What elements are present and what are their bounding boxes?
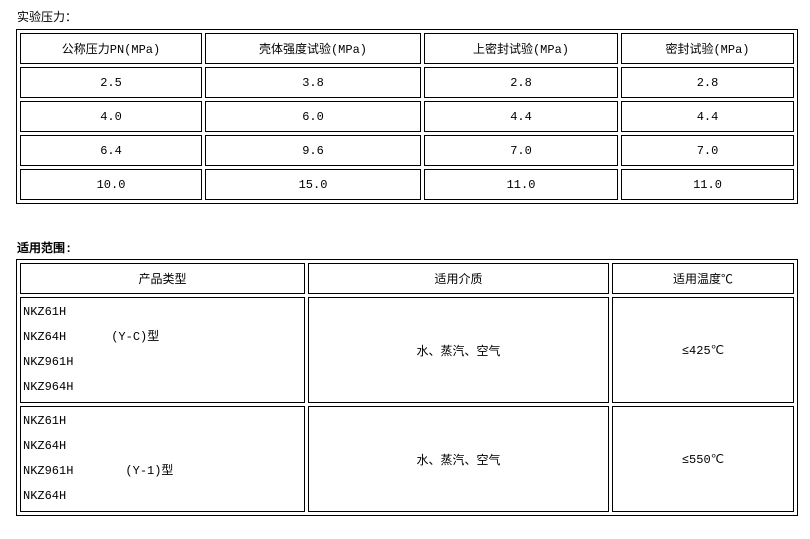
medium-cell: 水、蒸汽、空气 — [308, 406, 609, 512]
table-row: 10.0 15.0 11.0 11.0 — [20, 169, 794, 200]
table-row: NKZ61H NKZ64H (Y-C)型 NKZ961H NKZ964H 水、蒸汽… — [20, 297, 794, 403]
cell: 9.6 — [205, 135, 421, 166]
temperature-cell: ≤550℃ — [612, 406, 794, 512]
model-type: (Y-C)型 — [111, 330, 160, 344]
header-cell: 上密封试验(MPa) — [424, 33, 618, 64]
temperature-cell: ≤425℃ — [612, 297, 794, 403]
header-cell: 公称压力PN(MPa) — [20, 33, 202, 64]
test-pressure-table: 公称压力PN(MPa) 壳体强度试验(MPa) 上密封试验(MPa) 密封试验(… — [16, 29, 798, 204]
header-cell: 适用介质 — [308, 263, 609, 294]
cell: 15.0 — [205, 169, 421, 200]
cell: 11.0 — [424, 169, 618, 200]
scope-title: 适用范围: — [17, 242, 73, 256]
table-header-row: 公称压力PN(MPa) 壳体强度试验(MPa) 上密封试验(MPa) 密封试验(… — [20, 33, 794, 64]
models-cell: NKZ61H NKZ64H NKZ961H (Y-1)型 NKZ64H — [20, 406, 305, 512]
header-cell: 壳体强度试验(MPa) — [205, 33, 421, 64]
scope-table: 产品类型 适用介质 适用温度℃ NKZ61H NKZ64H (Y-C)型 NKZ9… — [16, 259, 798, 516]
models-cell: NKZ61H NKZ64H (Y-C)型 NKZ961H NKZ964H — [20, 297, 305, 403]
model: NKZ61H — [23, 305, 67, 319]
cell: 2.8 — [621, 67, 794, 98]
model: NKZ61H — [23, 414, 67, 428]
cell: 7.0 — [621, 135, 794, 166]
medium-cell: 水、蒸汽、空气 — [308, 297, 609, 403]
cell: 7.0 — [424, 135, 618, 166]
cell: 6.0 — [205, 101, 421, 132]
table-row: 4.0 6.0 4.4 4.4 — [20, 101, 794, 132]
model: NKZ64H — [23, 330, 67, 344]
cell: 10.0 — [20, 169, 202, 200]
header-cell: 密封试验(MPa) — [621, 33, 794, 64]
model: NKZ961H — [23, 355, 74, 369]
model: NKZ64H — [23, 439, 67, 453]
cell: 3.8 — [205, 67, 421, 98]
cell: 4.0 — [20, 101, 202, 132]
cell: 6.4 — [20, 135, 202, 166]
cell: 2.8 — [424, 67, 618, 98]
model: NKZ964H — [23, 380, 74, 394]
model: NKZ961H — [23, 464, 74, 478]
model: NKZ64H — [23, 489, 67, 503]
header-cell: 产品类型 — [20, 263, 305, 294]
cell: 2.5 — [20, 67, 202, 98]
cell: 4.4 — [621, 101, 794, 132]
table-row: 2.5 3.8 2.8 2.8 — [20, 67, 794, 98]
header-cell: 适用温度℃ — [612, 263, 794, 294]
model-type: (Y-1)型 — [125, 464, 174, 478]
table-header-row: 产品类型 适用介质 适用温度℃ — [20, 263, 794, 294]
test-pressure-title: 实验压力： — [17, 11, 78, 25]
cell: 4.4 — [424, 101, 618, 132]
table-row: NKZ61H NKZ64H NKZ961H (Y-1)型 NKZ64H 水、蒸汽、… — [20, 406, 794, 512]
cell: 11.0 — [621, 169, 794, 200]
table-row: 6.4 9.6 7.0 7.0 — [20, 135, 794, 166]
